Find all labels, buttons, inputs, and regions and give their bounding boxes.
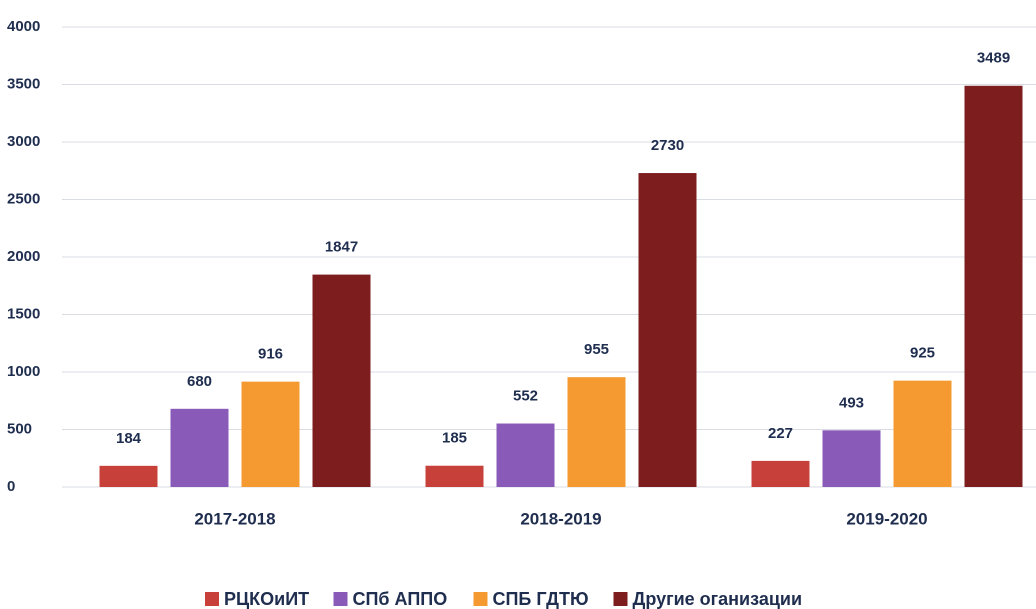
x-tick-label: 2019-2020 xyxy=(846,509,927,528)
y-tick-label: 500 xyxy=(7,420,32,437)
bar xyxy=(99,465,158,487)
legend-swatch xyxy=(473,592,488,606)
bar xyxy=(567,377,626,487)
y-tick-label: 1000 xyxy=(7,363,40,380)
y-tick-label: 3000 xyxy=(7,133,40,150)
value-label: 3489 xyxy=(977,50,1010,67)
legend-label: Другие оганизации xyxy=(633,589,803,609)
bar xyxy=(638,173,697,488)
value-label: 925 xyxy=(910,345,935,362)
y-tick-label: 0 xyxy=(7,478,15,495)
legend-swatch xyxy=(205,592,219,606)
bar xyxy=(964,85,1023,487)
y-tick-label: 3500 xyxy=(7,75,40,92)
bar xyxy=(496,423,555,487)
y-tick-label: 2500 xyxy=(7,190,40,207)
legend-label: РЦКОиИТ xyxy=(224,589,309,609)
value-label: 2730 xyxy=(651,137,684,154)
legend-label: СПБ ГДТЮ xyxy=(493,589,589,609)
legend-swatch xyxy=(613,592,628,606)
value-label: 916 xyxy=(258,346,283,363)
bar xyxy=(241,381,300,487)
value-label: 185 xyxy=(442,430,467,447)
legend-swatch xyxy=(333,592,348,606)
bar xyxy=(751,460,810,487)
legend-label: СПб АППО xyxy=(353,589,448,609)
value-label: 955 xyxy=(584,341,609,358)
x-tick-label: 2017-2018 xyxy=(194,509,275,528)
bar xyxy=(893,380,952,487)
bar xyxy=(822,430,881,487)
value-label: 227 xyxy=(768,425,793,442)
bar xyxy=(170,408,229,487)
value-label: 680 xyxy=(187,373,212,390)
y-tick-label: 2000 xyxy=(7,248,40,265)
x-tick-label: 2018-2019 xyxy=(520,509,601,528)
value-label: 1847 xyxy=(325,239,358,256)
y-tick-label: 4000 xyxy=(7,18,40,35)
value-label: 493 xyxy=(839,394,864,411)
bar xyxy=(312,274,371,487)
value-label: 552 xyxy=(513,387,538,404)
y-tick-label: 1500 xyxy=(7,305,40,322)
value-label: 184 xyxy=(116,430,142,447)
bar xyxy=(425,465,484,487)
